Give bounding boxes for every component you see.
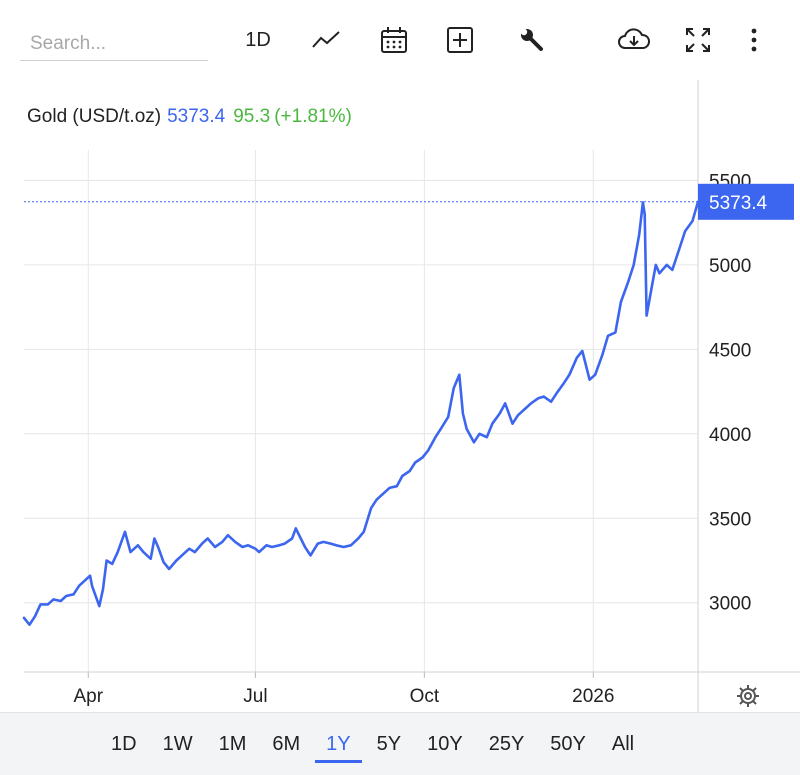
x-tick-label: Apr — [73, 686, 103, 707]
last-price-tag: 5373.4 — [698, 183, 794, 220]
y-tick-label: 3500 — [709, 509, 751, 530]
chart-settings-button[interactable] — [733, 681, 763, 711]
fullscreen-icon — [686, 28, 710, 52]
toolbar: 1D — [0, 0, 800, 80]
interval-button[interactable]: 1D — [245, 28, 271, 51]
legend-change: 95.3 — [233, 106, 271, 127]
y-tick-label: 3000 — [709, 594, 751, 615]
instrument-name: Gold (USD/t.oz) — [27, 106, 162, 127]
download-button[interactable] — [612, 22, 656, 58]
more-options-button[interactable] — [734, 22, 774, 58]
range-6m-button[interactable]: 6M — [272, 732, 301, 755]
last-price-tag-label: 5373.4 — [709, 193, 768, 214]
calendar-icon — [381, 27, 407, 53]
legend-change-pct: (+1.81%) — [274, 106, 352, 127]
date-range-button[interactable] — [374, 22, 414, 58]
more-icon — [751, 28, 757, 52]
chart-grid — [24, 150, 698, 672]
x-tick-label: 2026 — [572, 686, 614, 707]
range-1d-button[interactable]: 1D — [111, 732, 137, 755]
range-selector: 1D 1W 1M 6M 1Y 5Y 10Y 25Y 50Y All — [0, 712, 800, 775]
range-1y-button[interactable]: 1Y — [313, 713, 363, 775]
range-1m-button[interactable]: 1M — [218, 732, 247, 755]
range-1w-button[interactable]: 1W — [162, 732, 193, 755]
chart-line-icon — [312, 31, 340, 48]
x-tick-label: Oct — [410, 686, 440, 707]
wrench-icon — [520, 28, 543, 51]
y-tick-label: 4000 — [709, 425, 751, 446]
settings-tools-button[interactable] — [510, 22, 554, 58]
y-tick-label: 4500 — [709, 340, 751, 361]
legend-price: 5373.4 — [167, 106, 226, 127]
gold-price-line — [22, 200, 700, 627]
cloud-download-icon — [618, 28, 650, 49]
add-indicator-icon — [447, 27, 473, 53]
add-indicator-button[interactable] — [440, 22, 480, 58]
range-50y-button[interactable]: 50Y — [550, 732, 586, 755]
range-all-button[interactable]: All — [611, 732, 635, 755]
chart-legend: Gold (USD/t.oz) 5373.4 95.3 (+1.81%) — [27, 106, 352, 128]
range-10y-button[interactable]: 10Y — [427, 732, 463, 755]
gear-icon — [737, 685, 759, 707]
range-5y-button[interactable]: 5Y — [376, 732, 402, 755]
y-tick-label: 5000 — [709, 256, 751, 277]
x-tick-label: Jul — [243, 686, 267, 707]
fullscreen-button[interactable] — [676, 22, 720, 58]
chart-type-button[interactable] — [306, 22, 346, 58]
range-25y-button[interactable]: 25Y — [488, 732, 525, 755]
search-input[interactable] — [20, 27, 208, 61]
